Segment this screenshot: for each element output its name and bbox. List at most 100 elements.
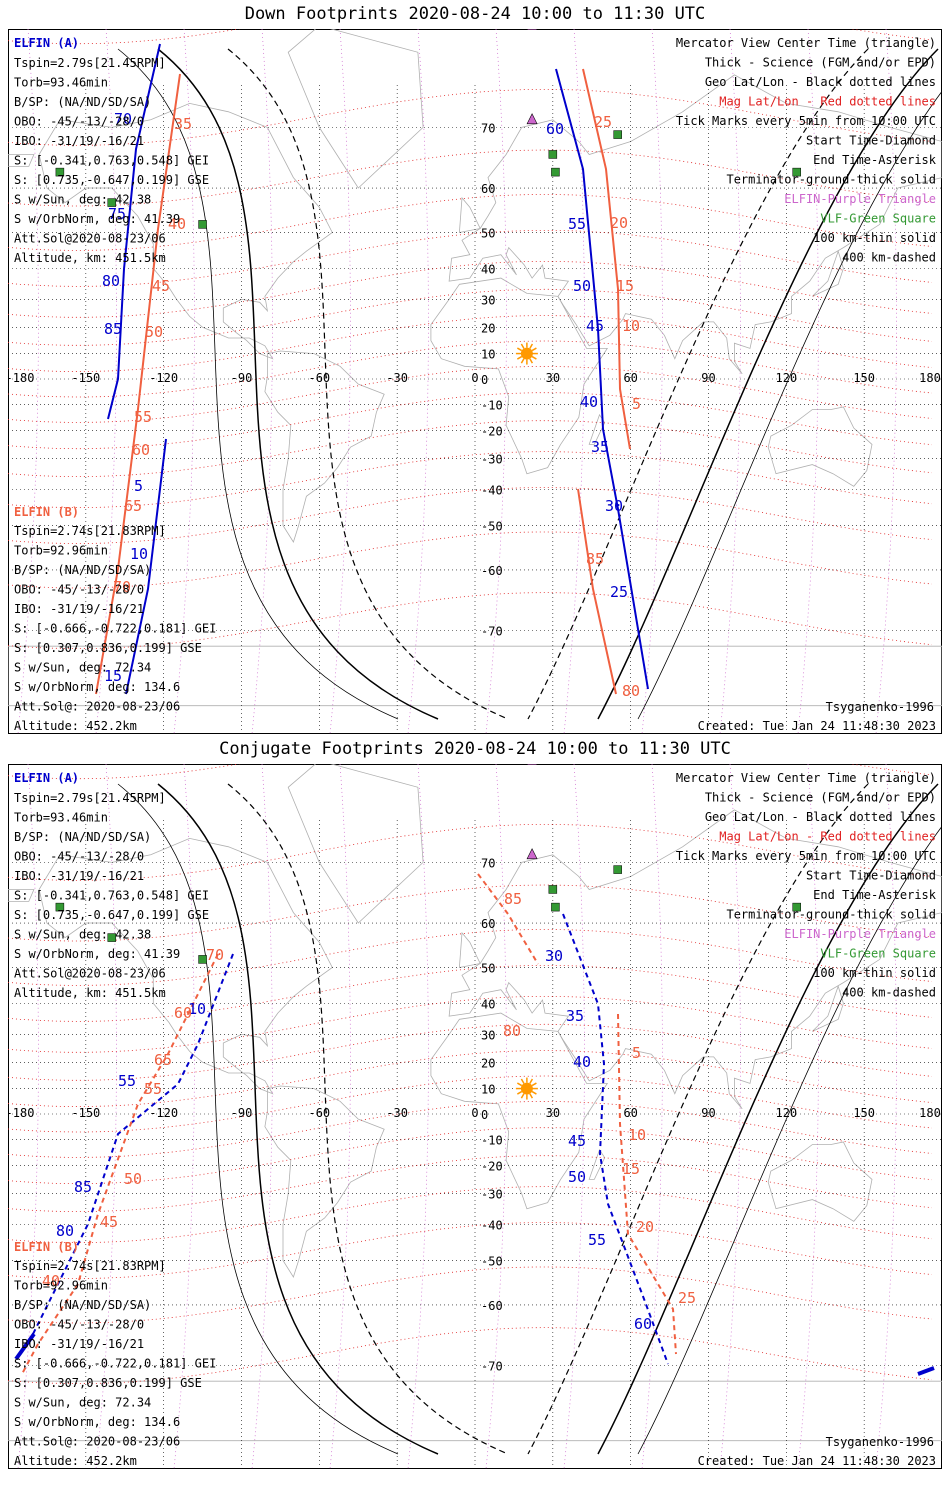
mag-parallel: [8, 1127, 933, 1185]
elfin-a-info-line: B/SP: (NA/ND/SD/SA): [14, 95, 151, 109]
lon-label: -150: [71, 371, 100, 385]
coastline: [8, 889, 35, 902]
vlf-station-icon: [613, 865, 622, 874]
lat-label: 10: [481, 1083, 495, 1097]
panel-group: -180 -150 -120 -90 -60 -30 0 30 60 90 120 150 180706…: [8, 29, 942, 734]
vlf-station-icon: [792, 167, 801, 177]
legend-line: ELFIN-Purple Triangle: [784, 927, 936, 941]
legend-line: Start Time-Diamond: [806, 134, 936, 148]
mag-meridian: [797, 29, 819, 734]
elfin-a-info-line: OBO: -45/-13/-28/0: [14, 850, 144, 864]
down-footprints-title: Down Footprints 2020-08-24 10:00 to 11:3…: [244, 4, 706, 24]
lon-label: 120: [775, 1106, 797, 1120]
vlf-station-icon: [613, 130, 622, 139]
model-label: Tsyganenko-1996: [826, 1435, 934, 1449]
elfin-a-info-line: S w/OrbNorm, deg: 41.39: [14, 947, 180, 961]
track-label-a: 40: [573, 1053, 591, 1071]
coastline: [287, 764, 424, 924]
sun-ray: [531, 347, 537, 352]
track-label-a: 15: [104, 667, 122, 685]
mag-parallel: [8, 531, 933, 589]
elfin-b-info-line: B/SP: (NA/ND/SD/SA): [14, 1298, 151, 1312]
lat-label: -20: [481, 1160, 503, 1174]
elfin-b-info-line: Torb=92.96min: [14, 1279, 108, 1293]
track-label-a: 60: [634, 1315, 652, 1333]
legend-line: Terminator-ground-thick solid: [726, 908, 936, 922]
track-label-b: 15: [616, 277, 634, 295]
legend-line: Tick Marks every 5min from 10:00 UTC: [676, 849, 936, 863]
track-label-a: 80: [56, 1222, 74, 1240]
mag-meridian: [641, 29, 663, 734]
sun-ray: [529, 1078, 534, 1084]
mag-meridian: [875, 764, 897, 1469]
legend-line: 400 km-dashed: [842, 251, 936, 265]
lon-label: 180: [919, 1106, 941, 1120]
terminator-line: [227, 48, 869, 720]
track-label-a: 55: [588, 1231, 606, 1249]
sun-ray: [531, 355, 537, 360]
coastline: [812, 249, 844, 297]
track-label-a: 70: [114, 110, 132, 128]
track-label-b: 10: [628, 1126, 646, 1144]
elfin-b-info-line: Tspin=2.74s[21.83RPM]: [14, 524, 166, 538]
elfin-b-info-line: S w/OrbNorm, deg: 134.6: [14, 1415, 180, 1429]
lon-label: 90: [701, 1106, 715, 1120]
coastline: [8, 154, 35, 167]
elfin-a-info-line: Tspin=2.79s[21.45RPM]: [14, 56, 166, 70]
mag-parallel: [8, 365, 933, 423]
legend-line: Mag Lat/Lon - Red dotted lines: [719, 95, 936, 109]
elfin-a-track: [107, 43, 161, 420]
elfin-a-info-line: Altitude, km: 451.5km: [14, 251, 166, 265]
elfin-a-info-line: Torb=93.46min: [14, 811, 108, 825]
mag-meridian: [95, 764, 117, 1469]
lat-label: 0: [481, 1108, 488, 1122]
elfin-a-info-line: S: [-0.341,0.763,0.548] GEI: [14, 889, 209, 903]
track-label-b: 55: [144, 1080, 162, 1098]
lon-label: 60: [623, 1106, 637, 1120]
elfin-b-track: [477, 873, 539, 965]
vlf-station-icon: [551, 167, 560, 177]
mag-parallel: [8, 1023, 933, 1081]
mag-meridian: [719, 29, 741, 734]
mag-parallel: [8, 884, 933, 942]
lat-label: -40: [481, 1219, 503, 1233]
elfin-a-info-line: S w/OrbNorm, deg: 41.39: [14, 212, 180, 226]
track-label-a: 50: [568, 1168, 586, 1186]
lat-label: 70: [481, 856, 495, 870]
coastline: [448, 74, 942, 375]
terminator-line: [227, 783, 869, 1455]
lon-label: 150: [853, 1106, 875, 1120]
elfin-a-info-line: IBO: -31/19/-16/21: [14, 134, 144, 148]
track-label-b: 5: [632, 395, 641, 413]
mag-meridian: [563, 29, 585, 734]
lon-label: 90: [701, 371, 715, 385]
mag-parallel: [8, 89, 933, 146]
lat-label: -30: [481, 1188, 503, 1202]
vlf-station-icon: [792, 902, 801, 912]
terminator-line: [117, 48, 942, 720]
elfin-b-info-line: S: [0.307,0.836,0.199] GSE: [14, 1376, 202, 1390]
mag-meridian: [251, 29, 273, 734]
track-label-a: 30: [545, 947, 563, 965]
track-label-b: 40: [42, 1272, 60, 1290]
legend-line: ELFIN-Purple Triangle: [784, 192, 936, 206]
mag-meridian: [875, 29, 897, 734]
elfin-a-science-track: [917, 1366, 935, 1376]
lon-label: -180: [8, 1106, 34, 1120]
mag-parallel: [8, 392, 933, 450]
elfin-a-info-line: Att.Sol@2020-08-23/06: [14, 232, 166, 246]
lon-label: 150: [853, 371, 875, 385]
track-label-b: 45: [100, 1213, 118, 1231]
elfin-b-info-line: IBO: -31/19/-16/21: [14, 1337, 144, 1351]
lat-label: -70: [481, 1360, 503, 1374]
elfin-b-header: ELFIN (B): [14, 1240, 79, 1254]
track-label-b: 25: [678, 1289, 696, 1307]
track-label-b: 5: [632, 1044, 641, 1062]
mag-parallel: [8, 1186, 933, 1243]
legend-line: Start Time-Diamond: [806, 869, 936, 883]
terminator-line: [157, 783, 939, 1455]
lon-label: -180: [8, 371, 34, 385]
track-label-a: 75: [108, 205, 126, 223]
legend-line: VLF-Green Square: [820, 212, 936, 226]
track-label-b: 70: [113, 578, 131, 596]
